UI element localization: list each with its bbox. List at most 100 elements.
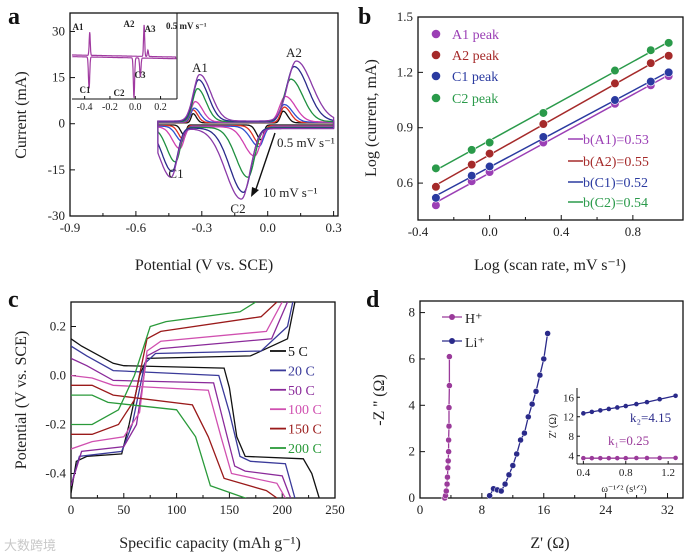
panel-d-xlabel: Z' (Ω)	[530, 535, 569, 552]
legend-label: C2 peak	[452, 92, 498, 107]
data-point	[521, 429, 528, 437]
panel-c-ytick-label: 0.2	[50, 319, 66, 334]
data-point	[664, 51, 674, 61]
data-point	[443, 480, 451, 488]
panel-letter-d: d	[366, 287, 380, 313]
data-point	[431, 193, 441, 203]
panel-d-xtick-label: 24	[599, 502, 613, 517]
data-point	[664, 67, 674, 77]
inset-a-xtick-label: -0.4	[77, 102, 93, 113]
data-point	[446, 382, 453, 389]
charge-curve	[71, 302, 257, 426]
inset-d-xlabel: ω⁻¹ᐟ² (s¹ᐟ²)	[601, 484, 646, 495]
inset-d-xtick-label: 0.4	[576, 467, 590, 479]
panel-letter-a: a	[8, 4, 20, 30]
data-point	[513, 450, 520, 458]
panel-a-ytick-label: 30	[52, 23, 65, 38]
legend-label: C1 peak	[452, 70, 498, 85]
panel-d-ytick-label: 8	[409, 305, 416, 320]
panel-b-axes	[417, 16, 684, 221]
data-point	[505, 471, 513, 479]
panel-b-ytick-label: 1.5	[397, 9, 413, 24]
inset-point	[634, 401, 639, 407]
data-point	[536, 371, 544, 379]
data-point	[467, 145, 477, 155]
panel-c-ytick-label: -0.2	[45, 417, 66, 432]
panel-a-ytick-label: -30	[48, 208, 65, 223]
inset-point	[614, 405, 620, 410]
data-point	[444, 457, 452, 465]
panel-b-ytick-label: 1.2	[397, 64, 413, 79]
arrow-head-icon	[251, 187, 259, 197]
legend-label: H⁺	[465, 312, 483, 327]
panel-c-frame	[70, 301, 336, 499]
inset-point	[657, 455, 662, 461]
panel-a-xtick-label: -0.9	[60, 220, 81, 235]
panel-d-ytick-label: 2	[409, 444, 416, 459]
scan-rate-high-label: 10 mV s⁻¹	[263, 185, 318, 200]
inset-point	[606, 406, 612, 412]
peak-label-a2: A2	[286, 45, 302, 60]
data-point	[501, 480, 509, 488]
inset-point	[657, 396, 662, 402]
data-point	[467, 171, 477, 181]
inset-point	[598, 455, 603, 461]
data-point	[509, 462, 517, 469]
discharge-curve	[71, 357, 292, 498]
panel-a-ylabel: Current (mA)	[13, 71, 30, 159]
data-point	[525, 413, 532, 421]
panel-d-ytick-label: 6	[409, 351, 416, 366]
panel-a-axes	[69, 12, 339, 217]
legend-label: 50 C	[288, 384, 315, 399]
inset-cv-curve	[72, 24, 177, 98]
scan-rate-low-label: 0.5 mV s⁻¹	[277, 135, 335, 150]
legend-marker	[431, 50, 441, 60]
inset-point	[623, 403, 629, 409]
inset-point	[644, 455, 650, 461]
data-point	[538, 119, 548, 129]
discharge-curve	[71, 374, 286, 498]
inset-line	[583, 395, 676, 414]
legend-label: 5 C	[288, 345, 308, 360]
charge-curve	[71, 302, 289, 486]
panel-c-xtick-label: 200	[272, 502, 292, 517]
legend-label: 100 C	[288, 403, 322, 418]
legend-label: 20 C	[288, 364, 315, 379]
panel-letter-b: b	[358, 4, 371, 30]
data-point	[610, 65, 620, 76]
data-point	[467, 160, 477, 170]
panel-a-xtick-label: 0.3	[325, 220, 341, 235]
scan-rate-arrow	[254, 132, 276, 193]
data-point	[445, 436, 452, 444]
inset-point	[581, 455, 586, 461]
data-point	[485, 148, 495, 159]
inset-peak-label: C1	[80, 85, 91, 95]
peak-label-c2: C2	[230, 201, 245, 216]
slope-label: k₂=4.15	[630, 410, 671, 425]
data-point	[445, 448, 452, 455]
panel-b-ytick-label: 0.9	[397, 120, 413, 135]
inset-point	[673, 455, 678, 461]
panel-a-ytick-label: -15	[48, 162, 65, 177]
inset-point	[673, 393, 678, 399]
panel-d-ytick-label: 0	[409, 490, 416, 505]
inset-a-xtick-label: 0.2	[154, 102, 167, 113]
panel-a-ytick-label: 15	[52, 70, 65, 85]
legend-marker	[449, 338, 455, 344]
inset-peak-label: A3	[145, 24, 156, 34]
legend-marker	[449, 314, 455, 320]
panel-c-xtick-label: 50	[117, 502, 130, 517]
panel-a-frame	[69, 12, 339, 217]
panel-b-ylabel: Log (current, mA)	[363, 59, 380, 177]
inset-peak-label: C2	[114, 88, 125, 98]
panel-c-xtick-label: 0	[68, 502, 75, 517]
data-point	[538, 132, 548, 142]
data-point	[532, 388, 540, 395]
data-point	[528, 400, 536, 408]
data-point	[646, 45, 656, 55]
data-point	[444, 473, 451, 481]
inset-a-xtick-label: -0.2	[102, 102, 118, 113]
data-point	[610, 78, 620, 89]
inset-d-ytick-label: 12	[563, 412, 574, 424]
